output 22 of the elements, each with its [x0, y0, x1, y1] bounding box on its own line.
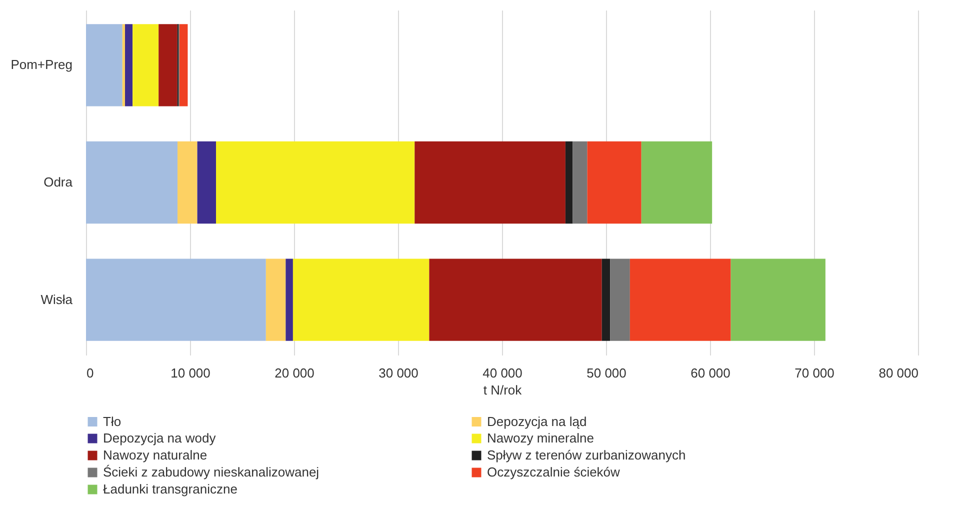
- y-tick-label: Pom+Preg: [10, 57, 72, 72]
- x-tick-label: 30 000: [378, 366, 418, 380]
- x-tick-label: 20 000: [274, 366, 314, 380]
- legend-label: Oczyszczalnie ścieków: [487, 464, 621, 480]
- x-tick-label: 10 000: [170, 366, 210, 380]
- x-tick-label: 80 000: [878, 366, 918, 380]
- x-tick-label: 0: [86, 366, 94, 380]
- legend-label: Nawozy mineralne: [487, 430, 594, 446]
- x-tick-label: 70 000: [794, 366, 834, 380]
- legend-label: Depozycja na wody: [103, 430, 216, 446]
- y-tick-label: Wisła: [40, 292, 74, 307]
- legend-label: Spływ z terenów zurbanizowanych: [487, 448, 686, 462]
- y-tick-label: Odra: [44, 174, 74, 190]
- x-tick-label: 60 000: [690, 366, 730, 380]
- x-tick-label: 50 000: [586, 366, 626, 380]
- legend-label: Depozycja na ląd: [487, 414, 587, 429]
- legend-label: Nawozy naturalne: [103, 448, 208, 462]
- legend-label: Tło: [103, 414, 122, 429]
- legend-label: Ładunki transgraniczne: [103, 482, 238, 496]
- legend-label: Ścieki z zabudowy nieskanalizowanej: [103, 464, 320, 480]
- x-axis-title: t N/rok: [483, 382, 522, 398]
- x-tick-label: 40 000: [482, 366, 522, 380]
